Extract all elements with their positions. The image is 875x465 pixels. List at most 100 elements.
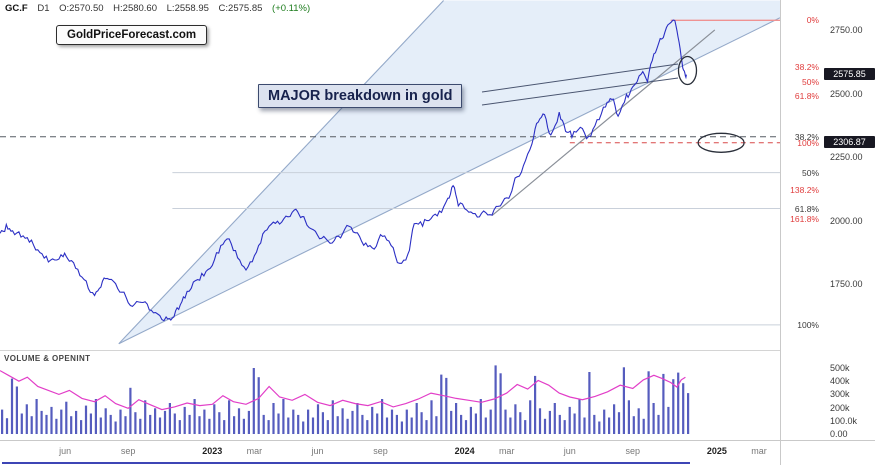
volume-bar [55,418,58,434]
volume-bar [84,405,88,434]
volume-bar [499,373,502,434]
volume-tick-label: 200k [830,402,850,413]
time-tick-label: mar [498,446,515,456]
price-axis[interactable]: 2750.00 2500.00 2250.00 2000.00 1750.00 0% 38.… [781,0,875,440]
axis-vertical-separator [780,0,781,465]
time-tick-label: mar [751,446,767,456]
volume-bar [361,414,364,434]
volume-bar [307,409,310,434]
volume-bar [228,400,231,434]
volume-bar [208,418,211,434]
volume-bar [297,414,300,434]
volume-bar [647,371,650,434]
volume-bar [173,413,176,434]
volume-chart-svg [0,365,690,434]
volume-bar [144,400,147,434]
volume-bar [287,417,290,434]
high-value: H:2580.60 [113,3,157,14]
fib-label-black: 61.8% [794,203,819,214]
volume-bar [573,413,576,434]
time-tick-label: sep [625,446,641,456]
fib-label-red: 138.2% [790,184,819,195]
volume-bar [154,408,157,434]
volume-bar [75,410,78,434]
price-pane[interactable] [0,0,781,350]
time-axis[interactable]: jun sep 2023 mar jun sep 2024 mar jun sep 2025 mar [0,441,780,465]
volume-bar [321,412,324,434]
volume-bar [213,404,216,434]
close-value: C:2575.85 [218,3,263,14]
volume-bar [163,410,167,434]
volume-bar [578,399,581,434]
volume-bar [455,403,458,434]
volume-bar [134,412,137,434]
price-tick-label: 2750.00 [830,25,863,36]
volume-bar [450,410,453,434]
volume-bar [341,408,344,434]
volume-bar [188,414,191,434]
volume-bar [489,409,492,434]
volume-bar [311,417,315,434]
fib-label-black: 50% [801,167,819,178]
volume-bar [178,420,181,434]
volume-bar [598,421,601,434]
volume-bar [603,409,606,434]
volume-bar [558,414,561,434]
time-tick-label: sep [120,446,136,456]
volume-bar [218,412,221,434]
price-line [0,19,687,322]
volume-bar [129,387,132,434]
volume-tick-label: 400k [830,376,850,387]
volume-bar [233,416,236,434]
volume-bar [529,400,532,434]
change-value: (+0.11%) [272,3,311,14]
volume-bar [242,418,245,434]
volume-bar [593,414,596,434]
volume-bar [346,418,349,434]
volume-bar [514,404,517,434]
volume-bar [568,406,571,434]
volume-bar [662,373,665,434]
timeline-scrollbar[interactable] [2,462,690,464]
open-interest-line [0,370,686,411]
volume-pane[interactable] [0,352,780,440]
fib-label-black: 100% [797,319,819,330]
volume-bar [381,399,384,434]
volume-bar [139,418,142,434]
fib-label-red: 61.8% [794,91,819,101]
volume-bar [667,406,670,434]
time-tick-label: sep [373,446,388,456]
price-tick-label: 1750.00 [830,279,863,290]
ohlc-header: GC.F D1 O:2570.50 H:2580.60 L:2558.95 C:… [5,3,317,14]
channel-lower-line [118,17,781,345]
volume-bar [326,420,329,434]
volume-bar [20,413,23,434]
volume-bar [149,414,152,434]
time-tick-label: 2025 [706,446,727,456]
volume-bar [460,414,463,434]
volume-bar [60,409,63,434]
last-price-badge: 2575.85 [824,67,875,80]
volume-bar [504,409,507,434]
volume-bar [509,417,512,434]
volume-bar [479,399,482,434]
volume-bar [445,377,448,434]
volume-bar [682,383,685,434]
volume-bar [104,408,107,434]
volume-bar [124,416,127,434]
callout-pointer-line [481,63,679,93]
annotation-callout[interactable]: MAJOR breakdown in gold [258,84,463,108]
volume-bar [45,414,48,434]
price-tick-label: 2500.00 [830,88,863,99]
volume-bar [385,417,389,434]
volume-bar [632,416,635,434]
volume-bar [440,374,443,434]
volume-tick-label: 300k [830,389,850,400]
volume-bar [94,399,97,434]
volume-bar [672,379,675,434]
volume-bar [410,417,413,434]
price-chart-svg [0,0,781,345]
volume-bar [119,409,122,434]
volume-bar [627,400,630,434]
